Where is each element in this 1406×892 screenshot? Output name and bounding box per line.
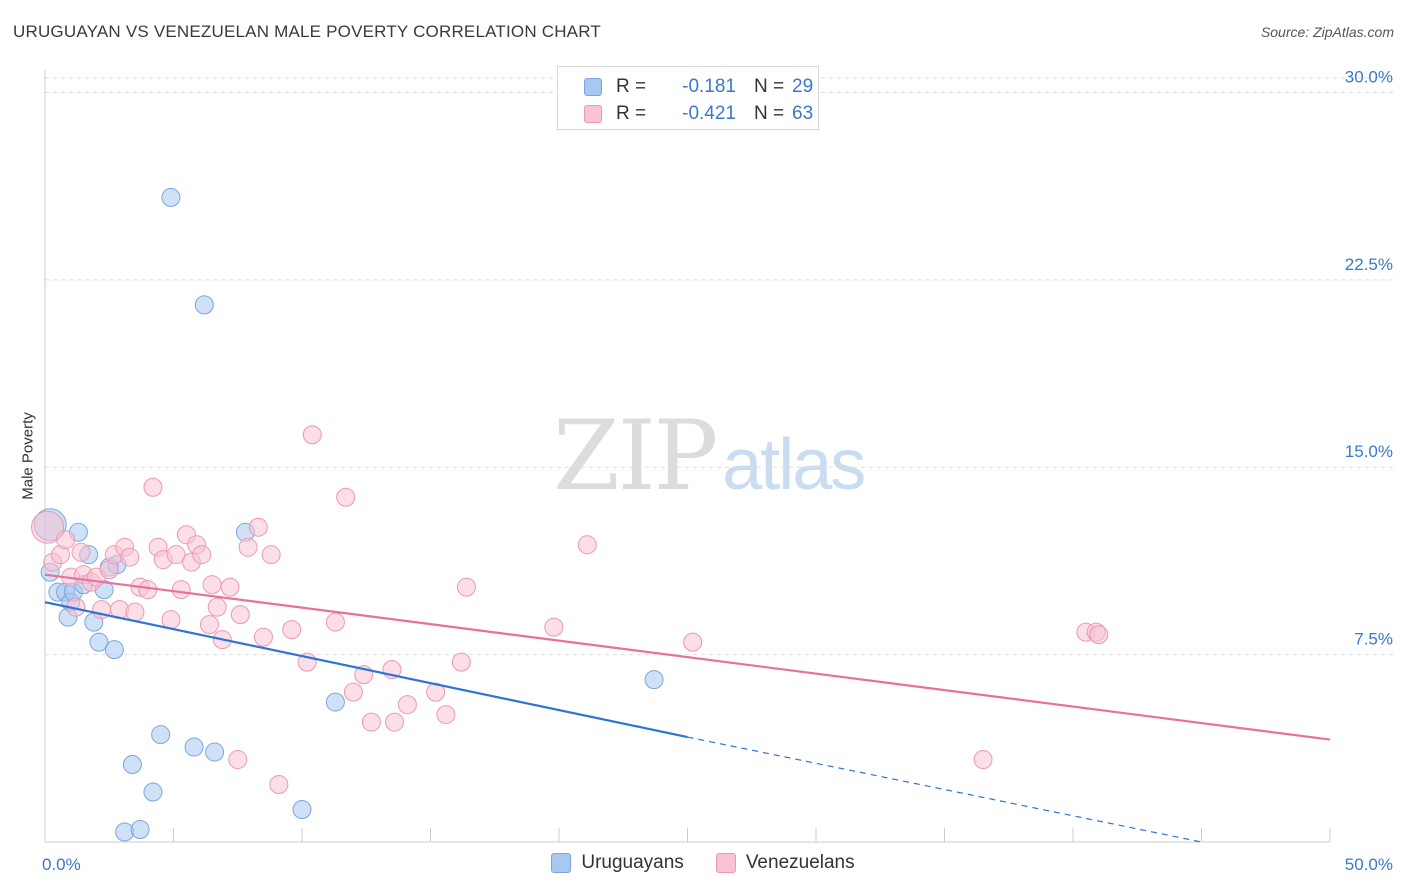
data-point (171, 580, 191, 600)
legend-swatch-venezuelans (584, 105, 602, 123)
data-point (302, 425, 322, 445)
chart-title: URUGUAYAN VS VENEZUELAN MALE POVERTY COR… (13, 22, 601, 41)
data-point (143, 477, 163, 497)
data-point (248, 517, 268, 537)
x-tick-label: 50.0% (1345, 855, 1393, 874)
legend-label-uruguayans: Uruguayans (581, 852, 684, 873)
data-point (104, 640, 124, 660)
data-point (282, 620, 302, 640)
data-point (1089, 625, 1109, 645)
series-uruguayans (33, 187, 664, 842)
data-point (202, 575, 222, 595)
y-tick-label: 30.0% (1345, 67, 1393, 86)
data-point (192, 545, 212, 565)
legend-swatch-venezuelans (715, 853, 736, 873)
data-point (973, 750, 993, 770)
r-value: -0.181 (682, 76, 736, 97)
data-point (205, 742, 225, 762)
data-point (644, 670, 664, 690)
legend-item-uruguayans[interactable]: Uruguayans (551, 852, 684, 874)
legend-swatch-uruguayans (551, 853, 572, 873)
y-tick-label: 22.5% (1345, 255, 1393, 274)
data-point (228, 750, 248, 770)
data-point (683, 632, 703, 652)
data-point (230, 605, 250, 625)
data-point (269, 775, 289, 795)
data-point (166, 545, 186, 565)
data-point (253, 627, 273, 647)
series-venezuelans (31, 425, 1109, 795)
trend-line-uruguayans (44, 601, 688, 739)
trend-line-extension-uruguayans (687, 736, 1202, 843)
data-point (451, 652, 471, 672)
data-point (325, 612, 345, 632)
data-point (220, 577, 240, 597)
data-point (385, 712, 405, 732)
correlation-legend: R = -0.181 N = 29 R = -0.421 N = 63 (557, 66, 819, 130)
legend-label-venezuelans: Venezuelans (745, 852, 855, 873)
legend-row-venezuelans: R = -0.421 N = 63 (584, 103, 813, 125)
data-point (361, 712, 381, 732)
n-label: N = (754, 76, 785, 97)
data-point (71, 542, 91, 562)
data-point (199, 615, 219, 635)
data-point (194, 295, 214, 315)
source-label: Source: ZipAtlas.com (1260, 24, 1394, 40)
data-point (456, 577, 476, 597)
data-point (125, 602, 145, 622)
data-point (161, 187, 181, 207)
r-label: R = (616, 103, 647, 124)
data-point (325, 692, 345, 712)
n-label: N = (754, 103, 785, 124)
r-value: -0.421 (682, 103, 736, 124)
data-point (577, 535, 597, 555)
data-point (161, 610, 181, 630)
data-point (31, 510, 65, 544)
n-value: 29 (792, 76, 814, 97)
data-point (436, 705, 456, 725)
trend-line-venezuelans (44, 573, 1331, 741)
series-legend: Uruguayans Venezuelans (0, 852, 1406, 874)
data-point (143, 782, 163, 802)
data-point (261, 545, 281, 565)
data-point (336, 487, 356, 507)
n-value: 63 (792, 103, 814, 124)
data-point (120, 547, 140, 567)
r-label: R = (616, 76, 647, 97)
data-point (122, 755, 142, 775)
y-tick-label: 7.5% (1354, 630, 1393, 649)
data-point (89, 632, 109, 652)
y-tick-label: 15.0% (1345, 442, 1393, 461)
data-point (56, 530, 76, 550)
data-point (151, 725, 171, 745)
legend-item-venezuelans[interactable]: Venezuelans (715, 852, 855, 874)
data-point (130, 820, 150, 840)
data-point (343, 682, 363, 702)
data-point (238, 537, 258, 557)
x-tick-label: 0.0% (42, 855, 81, 874)
data-point (544, 617, 564, 637)
legend-swatch-uruguayans (584, 78, 602, 96)
data-point (292, 800, 312, 820)
data-point (397, 695, 417, 715)
data-point (184, 737, 204, 757)
legend-row-uruguayans: R = -0.181 N = 29 (584, 76, 813, 98)
data-point (207, 597, 227, 617)
